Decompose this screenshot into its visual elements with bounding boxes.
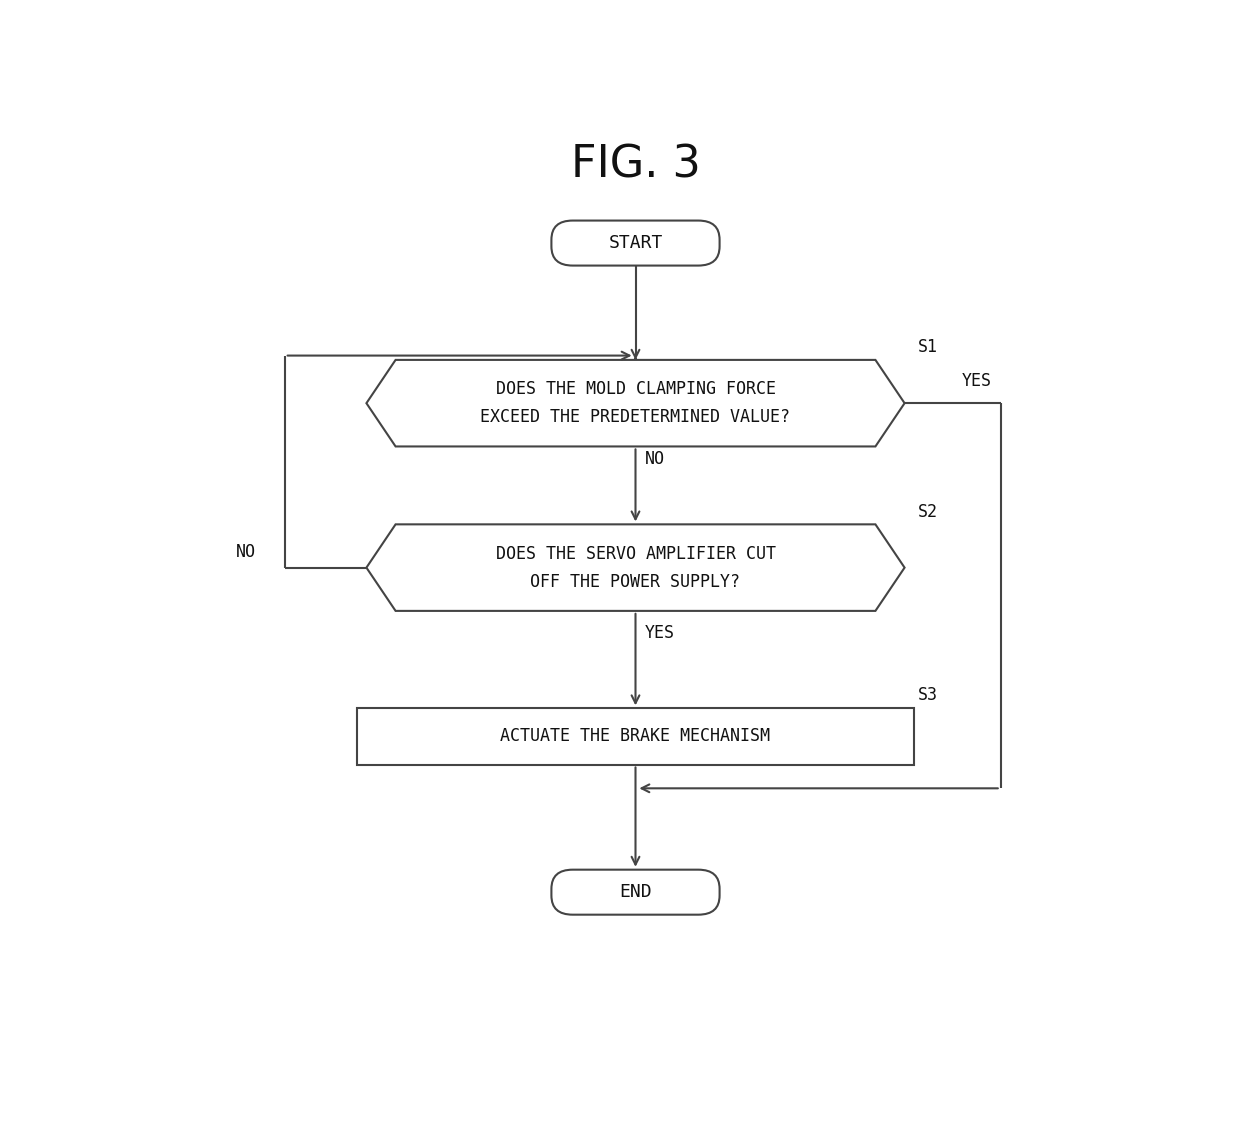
Text: S3: S3 — [918, 687, 937, 705]
Text: YES: YES — [962, 372, 992, 390]
Text: FIG. 3: FIG. 3 — [570, 144, 701, 187]
Text: YES: YES — [645, 624, 675, 642]
FancyBboxPatch shape — [552, 870, 719, 915]
Text: ACTUATE THE BRAKE MECHANISM: ACTUATE THE BRAKE MECHANISM — [501, 727, 770, 745]
Text: NO: NO — [237, 543, 257, 561]
Text: START: START — [609, 234, 662, 252]
Text: DOES THE SERVO AMPLIFIER CUT
OFF THE POWER SUPPLY?: DOES THE SERVO AMPLIFIER CUT OFF THE POW… — [496, 545, 775, 590]
Polygon shape — [367, 524, 905, 611]
Text: DOES THE MOLD CLAMPING FORCE
EXCEED THE PREDETERMINED VALUE?: DOES THE MOLD CLAMPING FORCE EXCEED THE … — [481, 380, 791, 426]
Text: S1: S1 — [918, 338, 937, 356]
Text: NO: NO — [645, 451, 665, 469]
FancyBboxPatch shape — [552, 220, 719, 265]
Polygon shape — [367, 360, 905, 446]
Text: S2: S2 — [918, 502, 937, 520]
Text: END: END — [619, 883, 652, 901]
Bar — [357, 708, 914, 764]
